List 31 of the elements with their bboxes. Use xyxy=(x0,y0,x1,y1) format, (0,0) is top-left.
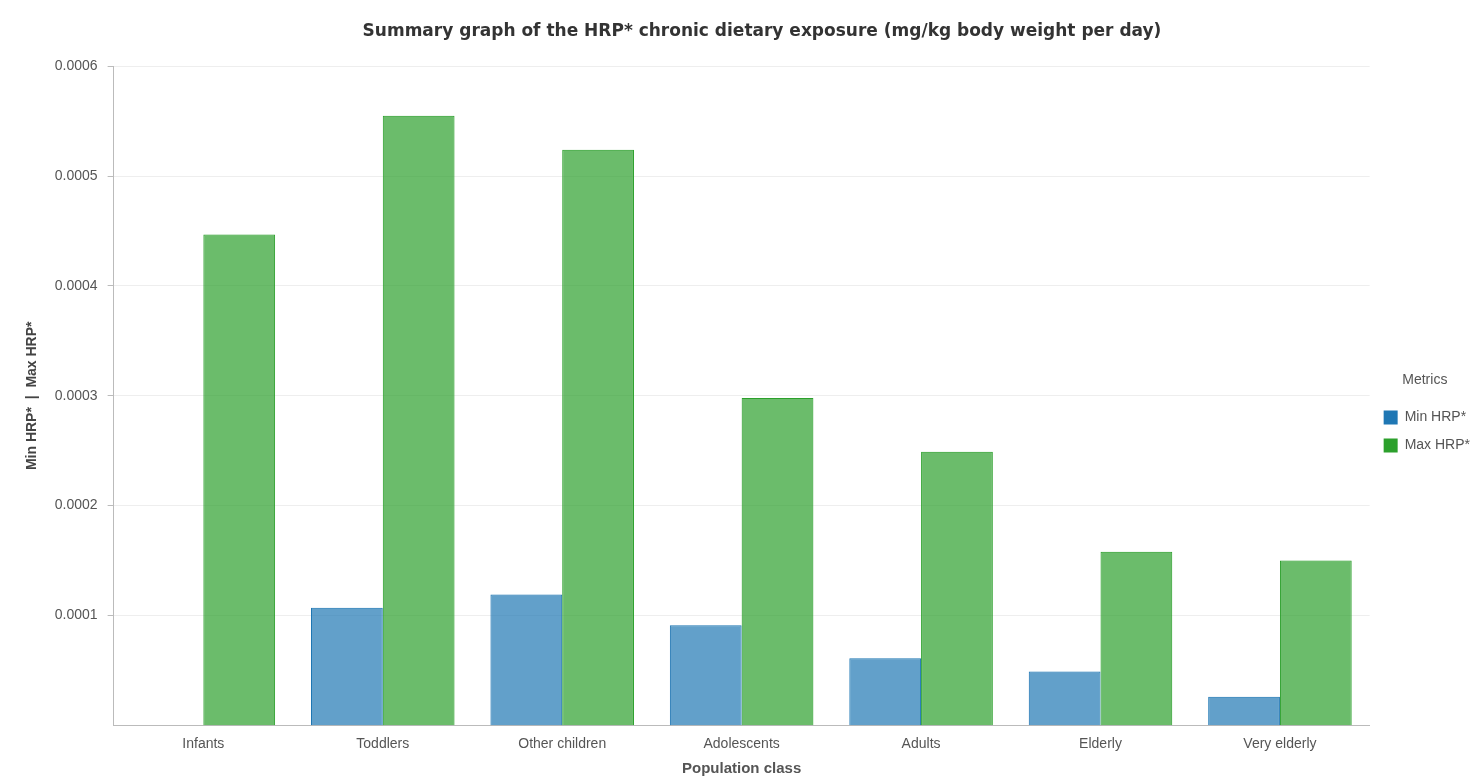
y-tick-label: 0.0004 xyxy=(54,276,98,293)
y-tick-label: 0.0002 xyxy=(54,496,98,513)
bar xyxy=(742,399,813,726)
bar xyxy=(1029,672,1100,726)
bar xyxy=(849,658,922,726)
bar xyxy=(311,607,383,726)
bar xyxy=(383,116,454,726)
x-tick-label: Toddlers xyxy=(356,735,410,752)
y-tick-label: 0.0001 xyxy=(54,606,98,623)
legend-label: Max HRP* xyxy=(1404,436,1471,453)
legend-title: Metrics xyxy=(1402,371,1448,388)
bar xyxy=(203,234,276,726)
x-tick-label: Adults xyxy=(901,735,941,752)
x-tick-label: Very elderly xyxy=(1243,735,1317,752)
x-tick-label: Adolescents xyxy=(703,735,780,752)
x-tick-label: Infants xyxy=(182,735,225,752)
x-tick-label: Other children xyxy=(518,735,607,752)
chart-title: Summary graph of the HRP* chronic dietary exposure (mg/kg body weight per day) xyxy=(361,20,1163,40)
bar xyxy=(562,149,634,726)
y-axis-title: Min HRP* | Max HRP* xyxy=(23,320,40,471)
bar xyxy=(922,452,992,726)
bar xyxy=(490,594,563,726)
y-tick-label: 0.0006 xyxy=(54,57,98,74)
x-tick-label: Elderly xyxy=(1079,735,1122,752)
y-tick-label: 0.0003 xyxy=(54,386,98,403)
y-tick-label: 0.0005 xyxy=(54,167,98,184)
bar xyxy=(1279,560,1352,726)
bar xyxy=(669,625,742,726)
bar xyxy=(1100,551,1173,726)
legend-label: Min HRP* xyxy=(1404,408,1467,425)
x-axis-title: Population class xyxy=(682,759,802,777)
